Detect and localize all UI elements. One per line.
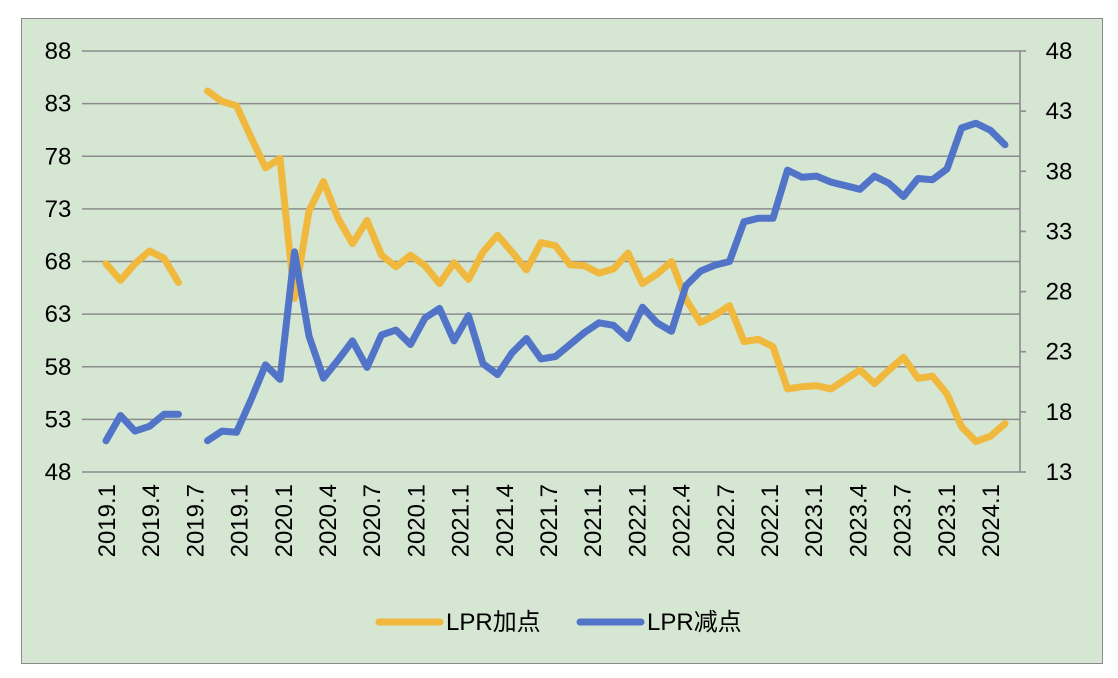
- left-axis-tick: 83: [45, 91, 72, 118]
- x-axis-tick: 2022.4: [669, 484, 696, 557]
- x-axis-tick: 2019.1: [227, 484, 254, 557]
- right-axis-tick: 18: [1046, 399, 1073, 426]
- x-axis-tick: 2023.7: [890, 484, 917, 557]
- x-axis-tick: 2021.1: [448, 484, 475, 557]
- x-axis-tick: 2020.4: [315, 484, 342, 557]
- x-axis-tick: 2020.1: [403, 484, 430, 557]
- legend-label-lpr-minus: LPR减点: [647, 609, 742, 636]
- chart-area: 88 83 78 73 68 63 58 53 48 48 43 38 33 28 23 18 13 2019…: [21, 18, 1103, 664]
- series-line-lpr-minus-segment-0: [102, 410, 182, 445]
- left-axis-tick: 48: [45, 459, 72, 486]
- x-axis-tick: 2020.1: [271, 484, 298, 557]
- x-axis-tick: 2022.7: [713, 484, 740, 557]
- right-axis-tick: 43: [1046, 98, 1073, 125]
- x-axis-tick: 2019.1: [94, 484, 121, 557]
- right-axis-tick: 28: [1046, 279, 1073, 306]
- series-line-lpr-minus-segment-1: [204, 119, 1009, 445]
- x-axis-tick: 2023.4: [845, 484, 872, 557]
- gridlines: [82, 50, 1026, 473]
- x-axis-tick-labels: 2019.1 2019.4 2019.7 2019.1 2020.1 2020.4 2020…: [94, 484, 1005, 557]
- right-axis-tick-labels: 48 43 38 33 28 23 18 13: [1046, 38, 1073, 486]
- right-axis-tick: 23: [1046, 339, 1073, 366]
- x-axis-tick: 2020.7: [359, 484, 386, 557]
- x-axis-tick: 2023.1: [801, 484, 828, 557]
- left-axis-tick-labels: 88 83 78 73 68 63 58 53 48: [45, 38, 72, 486]
- x-axis-tick: 2022.1: [757, 484, 784, 557]
- series-lines: [102, 87, 1009, 445]
- x-axis-tick: 2023.1: [934, 484, 961, 557]
- right-axis-tick: 33: [1046, 218, 1073, 245]
- left-axis-tick: 73: [45, 196, 72, 223]
- right-axis-tick: 48: [1046, 38, 1073, 65]
- series-line-lpr-plus-segment-1: [204, 87, 1009, 445]
- x-axis-tick: 2024.1: [978, 484, 1005, 557]
- x-axis-tick: 2021.4: [492, 484, 519, 557]
- left-axis-tick: 88: [45, 38, 72, 65]
- left-axis-tick: 68: [45, 249, 72, 276]
- right-axis-tick: 13: [1046, 459, 1073, 486]
- left-axis-tick: 63: [45, 301, 72, 328]
- left-axis-tick: 58: [45, 354, 72, 381]
- legend-label-lpr-plus: LPR加点: [446, 609, 541, 636]
- x-axis-tick: 2019.4: [138, 484, 165, 557]
- right-axis-tick: 38: [1046, 158, 1073, 185]
- legend[interactable]: LPR加点 LPR减点: [375, 609, 742, 636]
- series-line-lpr-plus-segment-0: [102, 247, 182, 286]
- left-axis-tick: 53: [45, 406, 72, 433]
- left-axis-tick: 78: [45, 143, 72, 170]
- x-axis-tick: 2019.7: [182, 484, 209, 557]
- x-axis-tick: 2021.1: [580, 484, 607, 557]
- x-axis-tick: 2022.1: [624, 484, 651, 557]
- line-chart: 88 83 78 73 68 63 58 53 48 48 43 38 33 28 23 18 13 2019…: [45, 38, 1073, 636]
- x-axis-tick: 2021.7: [536, 484, 563, 557]
